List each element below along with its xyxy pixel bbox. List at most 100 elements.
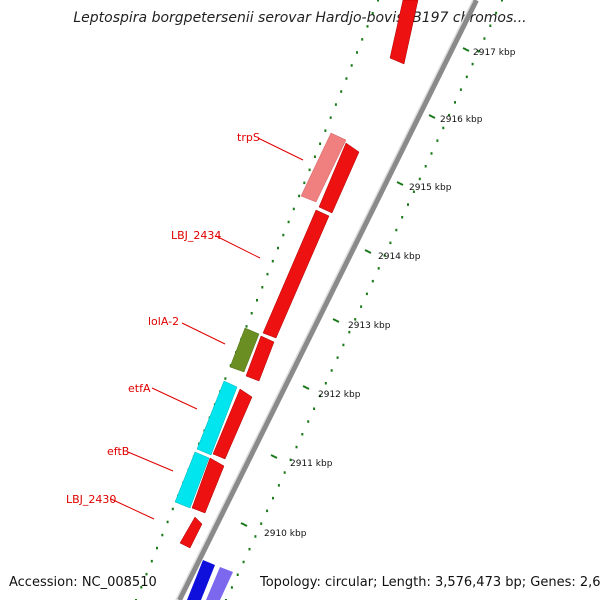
outer-track-dot xyxy=(345,77,348,80)
inner-track-dot xyxy=(365,292,368,296)
label-lolA-2: lolA-2 xyxy=(148,315,179,328)
cds-LBJ_2434 xyxy=(262,209,330,339)
tick-2917 xyxy=(462,47,470,52)
outer-track-dot xyxy=(371,12,374,15)
inner-track-dot xyxy=(319,394,321,398)
inner-dot-track xyxy=(225,0,503,600)
outer-track-dot xyxy=(319,142,322,145)
outer-track-dot xyxy=(324,129,327,132)
topology-summary: Topology: circular; Length: 3,576,473 bp… xyxy=(260,575,600,590)
inner-track-dot xyxy=(495,11,498,15)
outer-track-dot xyxy=(156,546,158,550)
tick-2915 xyxy=(396,181,404,186)
tick-label-2915: 2915 kbp xyxy=(409,183,452,193)
outer-track-dot xyxy=(377,0,379,2)
outer-track-dot xyxy=(282,233,285,237)
tick-2913 xyxy=(332,318,340,323)
inner-track-dot xyxy=(389,241,392,245)
inner-track-dot xyxy=(313,407,316,410)
inner-track-dot xyxy=(459,88,462,91)
cds-LBJ_2430 xyxy=(179,516,203,549)
inner-track-dot xyxy=(348,330,351,334)
cds-top xyxy=(389,0,419,65)
chromosome-backbone xyxy=(176,0,479,600)
outer-track-dot xyxy=(308,168,311,172)
blue-feature xyxy=(187,560,215,600)
label-eftB: eftB xyxy=(107,445,129,458)
inner-track-dot xyxy=(354,318,357,321)
outer-track-dot xyxy=(298,194,301,198)
outer-track-dot xyxy=(161,533,164,537)
outer-track-dot xyxy=(150,559,153,563)
outer-dot-track xyxy=(135,0,379,600)
inner-track-dot xyxy=(430,152,433,155)
cds-lolA-2-adjacent xyxy=(245,335,275,382)
reverse-strand-features xyxy=(174,132,347,509)
inner-track-dot xyxy=(471,62,474,66)
inner-track-dot xyxy=(465,75,468,79)
inner-track-dot xyxy=(330,369,333,372)
cds-trpS-adjacent xyxy=(318,142,360,214)
inner-track-dot xyxy=(395,228,398,232)
inner-track-dot xyxy=(248,547,251,551)
label-trpS: trpS xyxy=(237,131,260,144)
tick-label-2917: 2917 kbp xyxy=(473,48,516,58)
inner-track-dot xyxy=(424,165,427,168)
inner-track-dot xyxy=(230,586,233,589)
tick-2912 xyxy=(302,385,310,390)
tick-label-2914: 2914 kbp xyxy=(378,252,421,262)
inner-track-dot xyxy=(377,267,380,270)
tick-label-2910: 2910 kbp xyxy=(264,529,307,539)
inner-track-dot xyxy=(489,24,492,27)
inner-track-dot xyxy=(336,356,339,359)
tick-2916 xyxy=(428,114,436,119)
inner-track-dot xyxy=(289,458,292,462)
outer-track-dot xyxy=(287,220,290,224)
leader-eftB xyxy=(127,451,174,472)
inner-track-dot xyxy=(242,560,245,564)
tick-2910 xyxy=(240,522,248,527)
tick-label-2913: 2913 kbp xyxy=(348,321,391,331)
inner-track-dot xyxy=(477,50,480,53)
outer-track-dot xyxy=(266,272,269,276)
outer-track-dot xyxy=(271,259,274,263)
outer-track-dot xyxy=(334,103,337,106)
inner-track-dot xyxy=(277,484,280,487)
tick-2911 xyxy=(270,454,278,459)
inner-track-dot xyxy=(371,279,374,283)
outer-track-dot xyxy=(261,286,264,289)
outer-track-dot xyxy=(245,325,248,328)
tick-2914 xyxy=(364,249,372,254)
outer-track-dot xyxy=(350,64,353,67)
inner-track-dot xyxy=(272,496,274,500)
cds-eftB-adjacent xyxy=(191,457,225,514)
outer-track-dot xyxy=(303,181,306,185)
inner-track-dot xyxy=(442,126,445,130)
inner-track-dot xyxy=(360,305,363,308)
inner-track-dot xyxy=(301,433,304,436)
accession-text: Accession: NC_008510 xyxy=(9,575,157,590)
gene-labels: trpS LBJ_2434 lolA-2 etfA eftB LBJ_2430 xyxy=(66,131,304,520)
outer-track-dot xyxy=(166,520,169,524)
outer-track-dot xyxy=(366,25,369,28)
outer-track-dot xyxy=(313,155,316,158)
inner-track-dot xyxy=(501,0,503,2)
inner-track-dot xyxy=(401,216,404,219)
outer-track-dot xyxy=(340,90,343,93)
inner-track-dot xyxy=(295,445,298,449)
inner-track-dot xyxy=(448,113,451,117)
inner-track-dot xyxy=(342,343,345,347)
inner-track-dot xyxy=(260,522,263,525)
outer-track-dot xyxy=(224,377,227,380)
inner-track-dot xyxy=(283,471,286,474)
label-etfA: etfA xyxy=(128,382,151,395)
leader-lolA-2 xyxy=(181,322,226,345)
cds-etfA-adjacent xyxy=(212,388,253,460)
tick-label-2911: 2911 kbp xyxy=(290,459,333,469)
inner-track-dot xyxy=(383,254,386,257)
inner-track-dot xyxy=(483,37,486,40)
inner-track-dot xyxy=(324,382,327,385)
label-LBJ_2434: LBJ_2434 xyxy=(171,229,221,242)
inner-track-dot xyxy=(412,190,415,193)
